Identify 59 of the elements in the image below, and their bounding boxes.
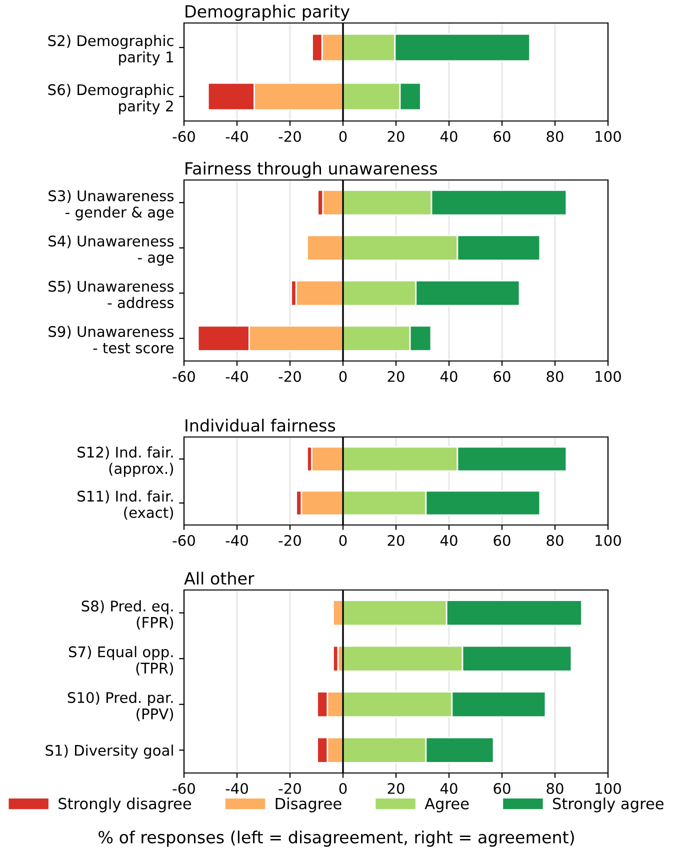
x-tick-label: 80 — [546, 534, 564, 546]
x-tick-label: 100 — [596, 370, 621, 382]
x-tick-label: 80 — [546, 130, 564, 142]
y-tick-label: S7) Equal opp. (TPR) — [68, 646, 174, 676]
legend-label: Agree — [424, 798, 469, 812]
bar — [332, 645, 339, 672]
x-tick-label: -20 — [278, 534, 301, 546]
x-tick-label: -60 — [172, 782, 195, 794]
x-tick-label: 40 — [440, 130, 458, 142]
x-axis-title: % of responses (left = disagreement, right = agreement) — [98, 830, 574, 847]
x-tick-label: 40 — [440, 534, 458, 546]
y-tick-label: S9) Unawareness - test score — [48, 326, 174, 354]
x-tick-label: 0 — [339, 534, 347, 546]
x-tick-label: 20 — [388, 130, 404, 142]
x-tick-label: 60 — [494, 782, 510, 794]
y-tick-label: S2) Demographic parity 1 — [48, 34, 174, 66]
x-tick-label: 40 — [440, 782, 458, 794]
x-tick-label: 0 — [339, 130, 347, 142]
x-tick-label: -20 — [278, 782, 301, 794]
x-tick-label: 80 — [546, 370, 564, 382]
x-tick-label: -60 — [172, 130, 195, 142]
x-tick-label: -60 — [172, 534, 195, 546]
y-tick-label: S6) Demographic parity 2 — [48, 84, 174, 114]
y-tick-label: S10) Pred. par. (PPV) — [68, 692, 174, 722]
y-tick-label: S3) Unawareness - gender & age — [48, 190, 174, 220]
x-tick-label: -60 — [172, 370, 195, 382]
y-tick-label: S8) Pred. eq. (FPR) — [82, 600, 174, 630]
x-tick-label: 100 — [596, 782, 621, 794]
x-tick-label: -40 — [226, 782, 248, 794]
chart-title: Individual fairness — [186, 418, 336, 432]
x-tick-label: 0 — [339, 370, 347, 382]
y-tick-label: S4) Unawareness - age — [48, 235, 174, 266]
legend-label: Strongly disagree — [58, 798, 191, 812]
legend-label: Disagree — [276, 798, 342, 812]
x-tick-label: 40 — [440, 370, 458, 382]
x-tick-label: 0 — [339, 782, 347, 794]
y-tick-label: S5) Unawareness - address — [48, 280, 174, 308]
x-tick-label: -20 — [278, 370, 301, 382]
x-tick-label: 100 — [596, 130, 621, 142]
y-tick-label: S11) Ind. fair. (exact) — [78, 490, 174, 520]
bar — [306, 234, 344, 262]
x-tick-label: 20 — [388, 782, 404, 794]
x-tick-label: 100 — [596, 534, 621, 546]
chart-title: Fairness through unawareness — [186, 162, 438, 178]
x-tick-label: -20 — [278, 130, 301, 142]
legend-label: Strongly agree — [552, 798, 664, 812]
x-tick-label: 60 — [494, 130, 510, 142]
x-tick-label: -40 — [226, 130, 248, 142]
x-tick-label: 20 — [388, 534, 404, 546]
x-tick-label: 60 — [494, 370, 510, 382]
x-tick-label: -40 — [226, 370, 248, 382]
chart-title: Demographic parity — [186, 4, 350, 21]
y-tick-label: S12) Ind. fair. (approx.) — [78, 446, 174, 477]
x-tick-label: 20 — [388, 370, 404, 382]
y-tick-label: S1) Diversity goal — [46, 744, 173, 759]
x-tick-label: 60 — [494, 534, 510, 546]
x-tick-label: -40 — [226, 534, 248, 546]
x-tick-label: 80 — [546, 782, 564, 794]
chart-title: All other — [184, 572, 254, 585]
